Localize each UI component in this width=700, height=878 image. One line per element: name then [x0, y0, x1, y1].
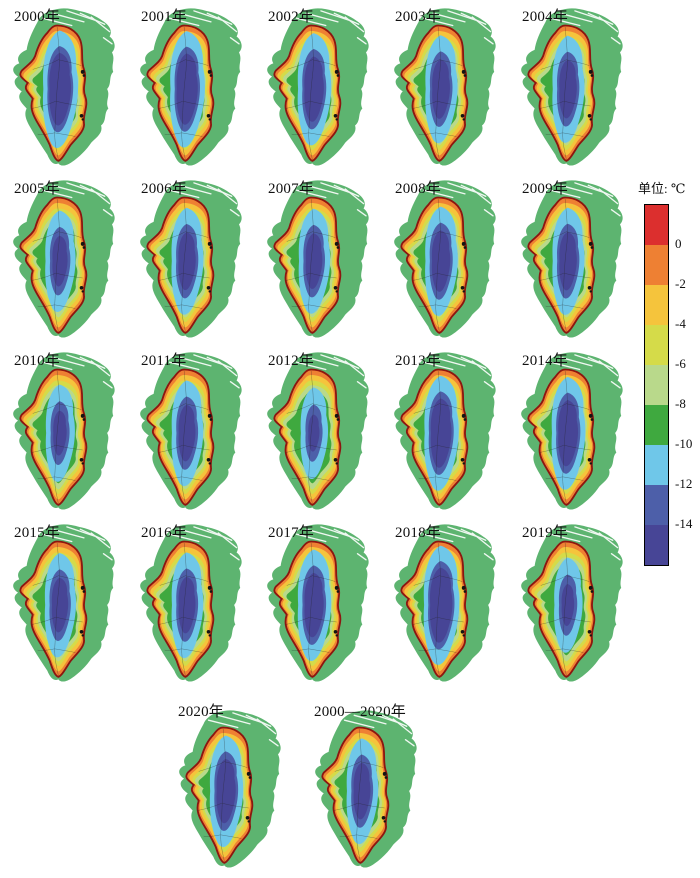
- greenland-map: [179, 710, 281, 868]
- greenland-map: [13, 180, 115, 338]
- greenland-map: [394, 524, 496, 682]
- map-cell: 2000年: [0, 0, 127, 172]
- legend-title: 单位: ℃: [638, 181, 686, 196]
- map-row-2: 2005年 2006年 2007年: [0, 172, 700, 344]
- map-row-1: 2000年 2001年 2002年: [0, 0, 700, 172]
- greenland-map: [267, 8, 369, 166]
- map-cell: 2008年: [381, 172, 508, 344]
- map-cell: 2006年: [127, 172, 254, 344]
- year-label: 2000—2020年: [314, 704, 407, 720]
- greenland-map: [521, 352, 623, 510]
- legend-segment-blue: [645, 485, 668, 525]
- map-cell: 2016年: [127, 516, 254, 688]
- map-cell: 2019年: [508, 516, 635, 688]
- legend-tick-label: -12: [675, 476, 693, 491]
- legend-segment-green: [645, 405, 668, 445]
- legend-segment-navy: [645, 525, 668, 565]
- map-cell: 2020年: [166, 688, 302, 876]
- greenland-map: [267, 180, 369, 338]
- greenland-map: [267, 524, 369, 682]
- map-cell: 2005年: [0, 172, 127, 344]
- map-row-3: 2010年 2011年 2012年: [0, 344, 700, 516]
- greenland-map: [315, 710, 417, 868]
- year-label: 2020年: [178, 704, 225, 720]
- greenland-map: [140, 352, 242, 510]
- legend-tick-label: 0: [675, 236, 682, 251]
- year-label: 2008年: [395, 181, 442, 197]
- legend-segment-red: [645, 205, 668, 245]
- greenland-map: [13, 8, 115, 166]
- map-cell: 2014年: [508, 344, 635, 516]
- year-label: 2019年: [522, 525, 569, 541]
- map-cell: 2015年: [0, 516, 127, 688]
- year-label: 2003年: [395, 9, 442, 25]
- greenland-map: [267, 352, 369, 510]
- map-cell: 2004年: [508, 0, 635, 172]
- map-cell: 2012年: [254, 344, 381, 516]
- legend-tick-label: -6: [675, 356, 686, 371]
- year-label: 2016年: [141, 525, 188, 541]
- legend-segment-yellow-green: [645, 325, 668, 365]
- year-label: 2017年: [268, 525, 315, 541]
- greenland-map: [394, 352, 496, 510]
- map-cell: 2007年: [254, 172, 381, 344]
- legend-colorbar: [644, 204, 669, 566]
- year-label: 2012年: [268, 353, 315, 369]
- map-cell: 2010年: [0, 344, 127, 516]
- greenland-map: [140, 524, 242, 682]
- greenland-map: [394, 8, 496, 166]
- legend-tick-label: -14: [675, 516, 693, 531]
- map-cell: 2002年: [254, 0, 381, 172]
- legend-segment-pale-green: [645, 365, 668, 405]
- greenland-map: [13, 524, 115, 682]
- greenland-map: [394, 180, 496, 338]
- legend-tick-label: -8: [675, 396, 686, 411]
- legend-tick-label: -10: [675, 436, 693, 451]
- legend-segment-orange: [645, 245, 668, 285]
- map-cell: 2003年: [381, 0, 508, 172]
- year-label: 2015年: [14, 525, 61, 541]
- legend-tick-label: -4: [675, 316, 686, 331]
- year-label: 2018年: [395, 525, 442, 541]
- legend-tick-label: -2: [675, 276, 686, 291]
- year-label: 2010年: [14, 353, 61, 369]
- greenland-map: [521, 180, 623, 338]
- map-cell: 2018年: [381, 516, 508, 688]
- year-label: 2001年: [141, 9, 188, 25]
- greenland-map: [140, 180, 242, 338]
- greenland-map: [521, 524, 623, 682]
- temperature-legend: 单位: ℃ 0 -2 -4 -6 -8 -10 -12 -14: [630, 178, 700, 578]
- year-label: 2014年: [522, 353, 569, 369]
- year-label: 2006年: [141, 181, 188, 197]
- year-label: 2002年: [268, 9, 315, 25]
- map-row-5: 2020年 2000—2020年: [0, 688, 700, 876]
- year-label: 2011年: [141, 353, 187, 369]
- greenland-map: [521, 8, 623, 166]
- year-label: 2007年: [268, 181, 315, 197]
- map-cell: 2013年: [381, 344, 508, 516]
- map-cell: 2011年: [127, 344, 254, 516]
- legend-segment-yellow: [645, 285, 668, 325]
- year-label: 2000年: [14, 9, 61, 25]
- year-label: 2009年: [522, 181, 569, 197]
- map-cell: 2017年: [254, 516, 381, 688]
- map-cell: 2009年: [508, 172, 635, 344]
- greenland-map: [13, 352, 115, 510]
- map-cell: 2000—2020年: [302, 688, 438, 876]
- year-label: 2013年: [395, 353, 442, 369]
- map-row-4: 2015年 2016年 2017年: [0, 516, 700, 688]
- greenland-map: [140, 8, 242, 166]
- legend-segment-light-blue: [645, 445, 668, 485]
- map-cell: 2001年: [127, 0, 254, 172]
- year-label: 2005年: [14, 181, 61, 197]
- year-label: 2004年: [522, 9, 569, 25]
